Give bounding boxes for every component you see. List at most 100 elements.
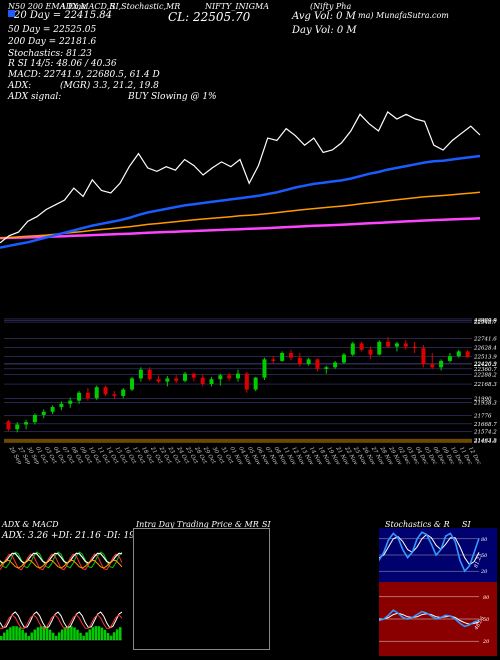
- macd-histogram-bar: [100, 627, 104, 640]
- candle-body: [377, 341, 382, 355]
- price-tick-label: 22513.9: [473, 355, 497, 361]
- macd-histogram-bar: [97, 626, 101, 640]
- adx-line: [0, 552, 122, 564]
- intra-panel-title: Intra Day Trading Price & MR: [136, 520, 259, 529]
- macd-histogram-bar: [6, 629, 9, 640]
- macd-histogram-bar: [54, 635, 58, 640]
- macd-histogram-bar: [15, 626, 18, 640]
- legend-swatch-icon: [8, 10, 15, 17]
- ema50-line: [0, 191, 481, 239]
- adx-label: ADX:: [8, 81, 32, 91]
- macd-histogram-bar: [51, 632, 55, 640]
- macd-histogram-bar: [48, 629, 52, 640]
- candle-body: [121, 389, 126, 396]
- candle-body: [236, 373, 240, 379]
- price-tick-label: 21574.2: [473, 429, 497, 435]
- macd-histogram-bar: [79, 632, 82, 640]
- candle-body: [412, 346, 417, 349]
- chart-title-f: ma) MunafaSutra.com: [358, 11, 449, 20]
- adx-signal-label: ADX signal:: [8, 92, 62, 102]
- candle-body: [147, 369, 152, 380]
- macd-histogram-bar: [24, 632, 27, 640]
- macd-histogram-bar: [109, 635, 113, 640]
- price-tick-label: 21990: [473, 396, 492, 402]
- candle-body: [368, 349, 373, 355]
- chart-title-c: SI,Stochastic,MR: [110, 2, 181, 11]
- macd-histogram-bar: [64, 627, 67, 640]
- candle-body: [306, 359, 311, 365]
- macd-histogram-bar: [103, 629, 107, 640]
- candle-body: [41, 411, 46, 415]
- ema20-readout: 20 Day = 22415.84: [14, 10, 112, 21]
- adx-panel-title: ADX & MACD: [2, 520, 59, 529]
- buy-signal: BUY Slowing @ 1%: [128, 92, 217, 102]
- macd-histogram-bar: [9, 627, 12, 640]
- candle-body: [200, 377, 205, 384]
- macd-histogram-bar: [82, 635, 85, 640]
- rsi-readout: R SI 14/5: 48.06 / 40.36: [8, 59, 117, 69]
- macd-histogram-bar: [0, 636, 3, 640]
- macd-histogram-bar: [61, 629, 64, 640]
- stoch-d-line: [379, 533, 480, 566]
- candle-body: [32, 414, 37, 423]
- macd-histogram-bar: [85, 632, 88, 640]
- candle-body: [403, 343, 408, 347]
- price-tick-label: 21776: [473, 413, 492, 419]
- candle-body: [94, 387, 99, 399]
- candle-body: [244, 373, 249, 390]
- candle-body: [288, 352, 293, 358]
- support-band: [4, 438, 472, 443]
- candle-body: [359, 343, 364, 350]
- stoch-level-label: 20: [480, 569, 488, 575]
- macd-histogram-bar: [57, 632, 61, 640]
- day-volume: Day Vol: 0 M: [292, 25, 357, 36]
- candle-body: [209, 379, 214, 384]
- price-tick-label: 21938.3: [473, 400, 497, 406]
- candle-body: [218, 375, 223, 380]
- candle-body: [174, 378, 179, 381]
- candle-body: [68, 400, 73, 404]
- stoch-panel-title-b: SI: [462, 520, 471, 529]
- candle-body: [253, 377, 258, 390]
- macd-histogram-bar: [94, 626, 98, 640]
- macd-histogram-bar: [73, 627, 76, 640]
- price-tick-label: 21454.6: [473, 439, 497, 445]
- price-tick-label: 22969.8: [473, 318, 497, 324]
- price-tick-label: 21463.5: [473, 438, 497, 444]
- price-tick-label: 22988.8: [473, 318, 497, 323]
- candle-body: [227, 375, 232, 379]
- chart-title-e: (Nifty Pha: [310, 2, 352, 11]
- stoch-panel-title: Stochastics & R: [385, 520, 450, 529]
- candle-body: [333, 362, 338, 368]
- stoch-level-label: 50: [481, 553, 488, 559]
- macd-histogram-bar: [45, 627, 49, 640]
- candle-body: [50, 407, 55, 412]
- macd-line: [0, 611, 122, 629]
- macd-histogram-bar: [21, 629, 24, 640]
- price-tick-label: 21668.7: [473, 422, 497, 428]
- macd-histogram-bar: [76, 629, 79, 640]
- candle-body: [386, 341, 391, 347]
- macd-histogram-bar: [106, 632, 110, 640]
- stoch-k-line: [379, 531, 480, 573]
- adx-panel: [0, 540, 122, 641]
- price-tick-label: 22426.9: [473, 362, 497, 368]
- ema20-line: [0, 154, 481, 249]
- adx-signal-line: [0, 559, 122, 569]
- close-price-label: CL: 22505.70: [168, 10, 251, 24]
- candle-body: [350, 343, 355, 355]
- candle-body: [183, 373, 188, 381]
- macd-histogram-bar: [33, 629, 37, 640]
- price-tick-label: 22948.7: [473, 320, 497, 326]
- candle-body: [77, 392, 82, 401]
- candle-body: [15, 424, 20, 430]
- candle-body: [138, 369, 143, 379]
- rsi-level-label: 50: [483, 617, 490, 623]
- macd-signal-line: [0, 614, 122, 630]
- candle-body: [341, 354, 346, 363]
- candle-body: [271, 359, 276, 361]
- candle-body: [439, 360, 444, 368]
- candle-body: [421, 348, 426, 365]
- macd-histogram-bar: [118, 627, 122, 640]
